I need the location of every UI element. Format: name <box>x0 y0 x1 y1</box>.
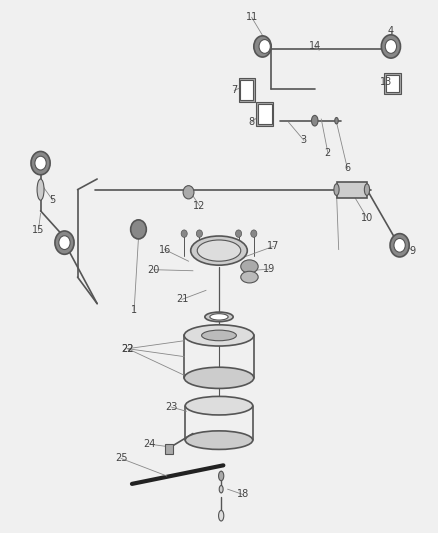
Circle shape <box>254 36 271 57</box>
Ellipse shape <box>219 511 224 521</box>
Ellipse shape <box>201 330 237 341</box>
Ellipse shape <box>241 271 258 283</box>
Circle shape <box>251 230 257 237</box>
Bar <box>165 444 173 454</box>
Ellipse shape <box>335 117 338 124</box>
Text: 7: 7 <box>231 85 237 95</box>
Text: 14: 14 <box>309 42 321 52</box>
Circle shape <box>259 39 270 53</box>
Text: 23: 23 <box>165 402 177 412</box>
Ellipse shape <box>197 240 241 261</box>
Ellipse shape <box>364 184 370 196</box>
Circle shape <box>31 151 50 175</box>
Circle shape <box>35 156 46 170</box>
Circle shape <box>59 236 70 249</box>
Circle shape <box>236 230 242 237</box>
Text: 24: 24 <box>143 439 155 449</box>
Bar <box>258 104 272 124</box>
Text: 15: 15 <box>32 225 45 236</box>
Text: 10: 10 <box>361 213 373 223</box>
Circle shape <box>385 39 396 53</box>
Text: 21: 21 <box>176 294 188 304</box>
Text: 16: 16 <box>159 245 171 255</box>
Ellipse shape <box>219 471 224 481</box>
Ellipse shape <box>210 314 228 320</box>
Text: 18: 18 <box>237 489 249 499</box>
Text: 8: 8 <box>249 117 255 127</box>
Ellipse shape <box>183 185 194 199</box>
Bar <box>240 80 253 100</box>
Circle shape <box>131 220 146 239</box>
Bar <box>385 73 401 94</box>
Ellipse shape <box>184 325 254 346</box>
Bar <box>256 102 273 126</box>
Ellipse shape <box>241 260 258 273</box>
Text: 22: 22 <box>121 344 134 354</box>
Text: 1: 1 <box>131 305 137 315</box>
Text: 6: 6 <box>344 164 350 173</box>
Ellipse shape <box>37 179 44 200</box>
Ellipse shape <box>219 486 223 493</box>
Circle shape <box>196 230 202 237</box>
Circle shape <box>390 233 409 257</box>
Text: 9: 9 <box>410 246 416 256</box>
Circle shape <box>381 35 400 58</box>
Text: 19: 19 <box>263 264 275 274</box>
Ellipse shape <box>185 397 253 415</box>
Ellipse shape <box>205 312 233 321</box>
Ellipse shape <box>334 184 339 196</box>
Text: 12: 12 <box>193 200 205 211</box>
Bar <box>239 78 255 102</box>
Text: 13: 13 <box>381 77 393 87</box>
Ellipse shape <box>311 115 318 126</box>
Ellipse shape <box>185 431 253 449</box>
Text: 22: 22 <box>121 344 134 354</box>
Text: 25: 25 <box>115 454 127 463</box>
Text: 11: 11 <box>246 12 258 22</box>
Circle shape <box>394 238 405 252</box>
Circle shape <box>55 231 74 254</box>
Circle shape <box>181 230 187 237</box>
Text: 2: 2 <box>325 148 331 158</box>
Text: 20: 20 <box>148 265 160 274</box>
Bar <box>386 75 399 92</box>
Text: 5: 5 <box>49 195 56 205</box>
Text: 4: 4 <box>388 26 394 36</box>
Bar <box>336 182 367 198</box>
Text: 17: 17 <box>267 241 279 252</box>
Text: 3: 3 <box>301 135 307 146</box>
Ellipse shape <box>184 367 254 389</box>
Ellipse shape <box>191 236 247 265</box>
